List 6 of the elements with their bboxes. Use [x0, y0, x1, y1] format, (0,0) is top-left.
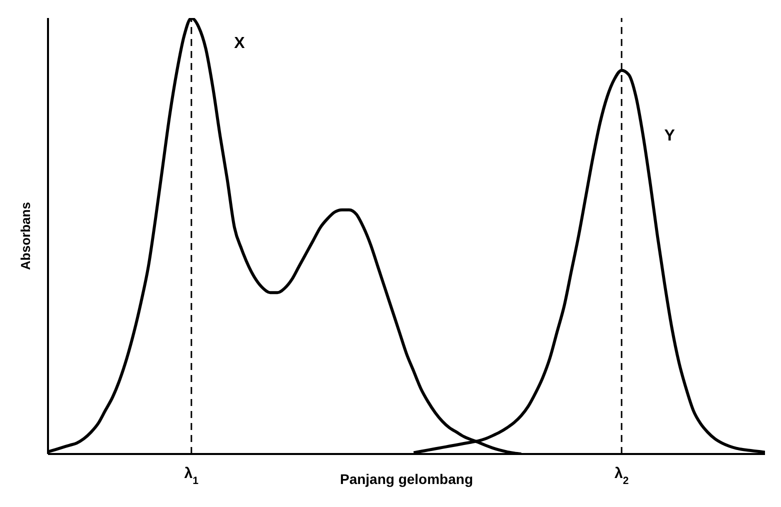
x-tick-label: λ$_{1}$ [184, 465, 199, 487]
x-tick-label: λ$_{2}$ [614, 465, 629, 487]
series-label: X [234, 35, 246, 52]
y-axis-title: Absorbans [18, 202, 33, 270]
series-label: Y [664, 127, 676, 144]
x-axis-title: Panjang gelombang [340, 471, 474, 487]
